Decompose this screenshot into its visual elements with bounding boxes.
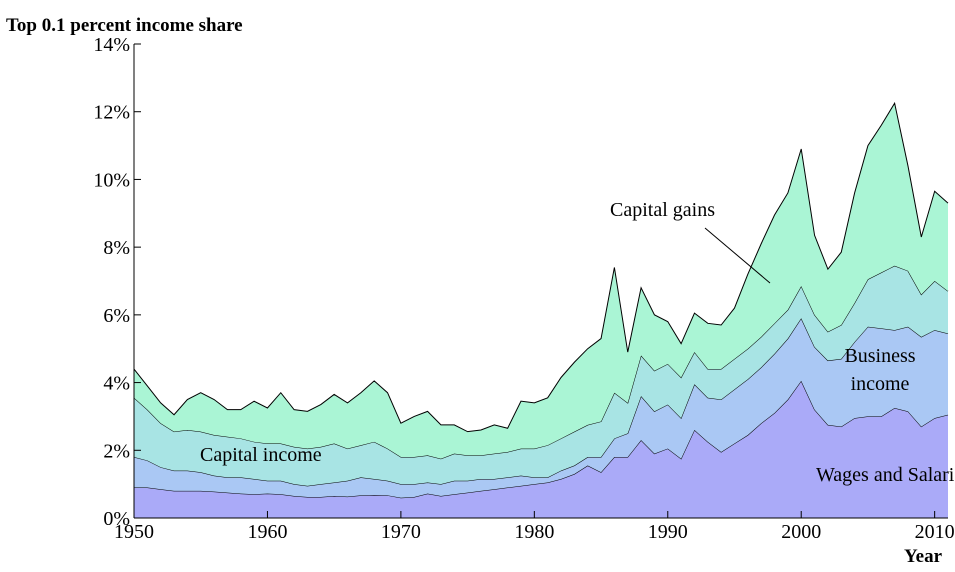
y-tick-label: 12% — [93, 102, 130, 124]
series-label: Capital income — [200, 444, 322, 466]
x-tick-label: 2010 — [915, 521, 955, 543]
area — [134, 103, 948, 459]
y-tick-label: 10% — [93, 169, 130, 191]
series-label: Business income — [844, 345, 915, 395]
x-axis-label: Year — [904, 546, 943, 567]
area — [134, 318, 948, 498]
annotation-pointer — [704, 227, 771, 284]
y-tick-label: 6% — [103, 305, 130, 327]
x-tick-label: 1960 — [247, 521, 287, 543]
area — [134, 380, 948, 518]
chart-title: Top 0.1 percent income share — [6, 15, 243, 36]
y-tick-label: 8% — [103, 237, 130, 259]
x-tick-label: 2000 — [781, 521, 821, 543]
x-tick-label: 1970 — [381, 521, 421, 543]
areas — [133, 101, 949, 518]
y-tick-label: 2% — [103, 440, 130, 462]
y-tick-label: 0% — [103, 508, 130, 530]
x-tick-label: 1980 — [514, 521, 554, 543]
series-label: Capital gains — [610, 199, 715, 221]
area-edge — [133, 101, 949, 433]
x-tick-label: 1950 — [114, 521, 154, 543]
area — [134, 265, 948, 486]
x-tick-label: 1990 — [648, 521, 688, 543]
y-tick-label: 14% — [93, 34, 130, 56]
series-label: Wages and Salaries — [816, 464, 955, 486]
y-tick-label: 4% — [103, 373, 130, 395]
